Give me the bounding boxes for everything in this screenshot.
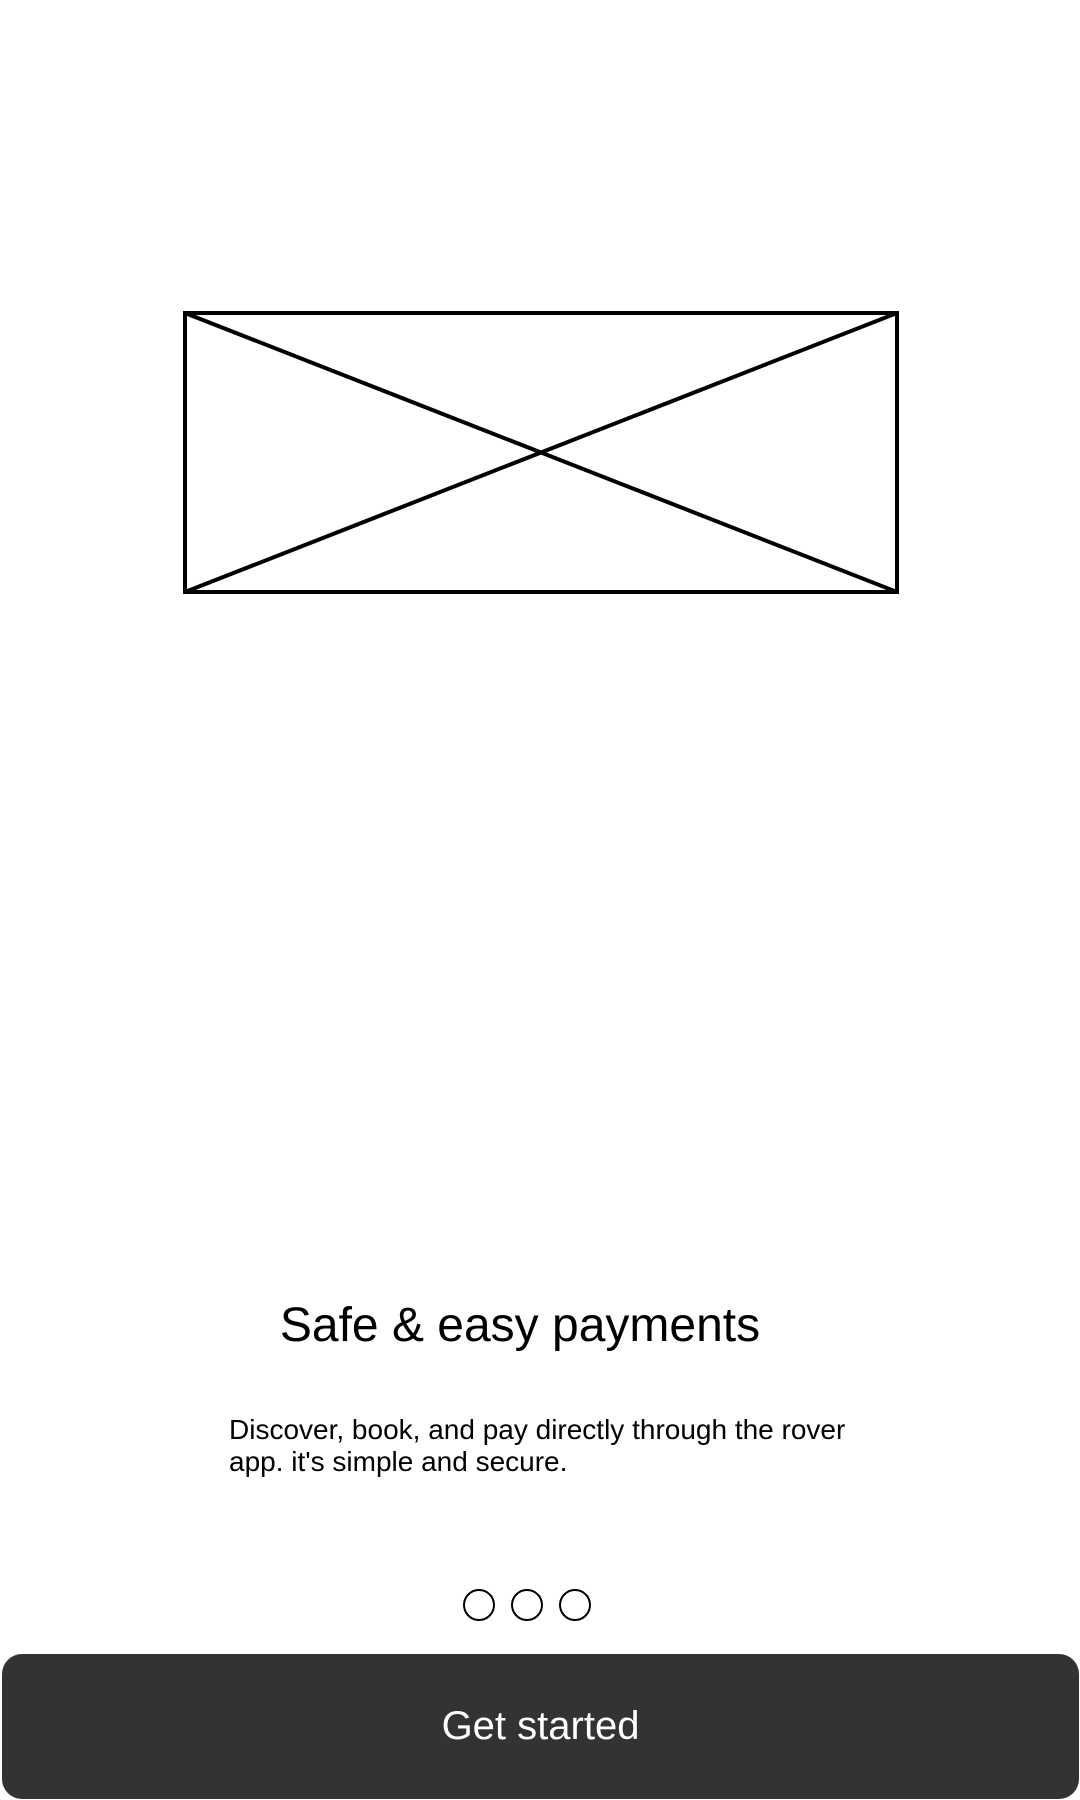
get-started-button[interactable]: Get started	[2, 1654, 1079, 1799]
page-indicator	[463, 1589, 591, 1625]
page-indicator-dot-1[interactable]	[463, 1589, 495, 1621]
image-placeholder-icon	[183, 311, 899, 594]
onboarding-title: Safe & easy payments	[279, 1299, 761, 1352]
page-indicator-dot-3[interactable]	[559, 1589, 591, 1621]
onboarding-description: Discover, book, and pay directly through…	[229, 1414, 846, 1477]
page-indicator-dot-2[interactable]	[511, 1589, 543, 1621]
